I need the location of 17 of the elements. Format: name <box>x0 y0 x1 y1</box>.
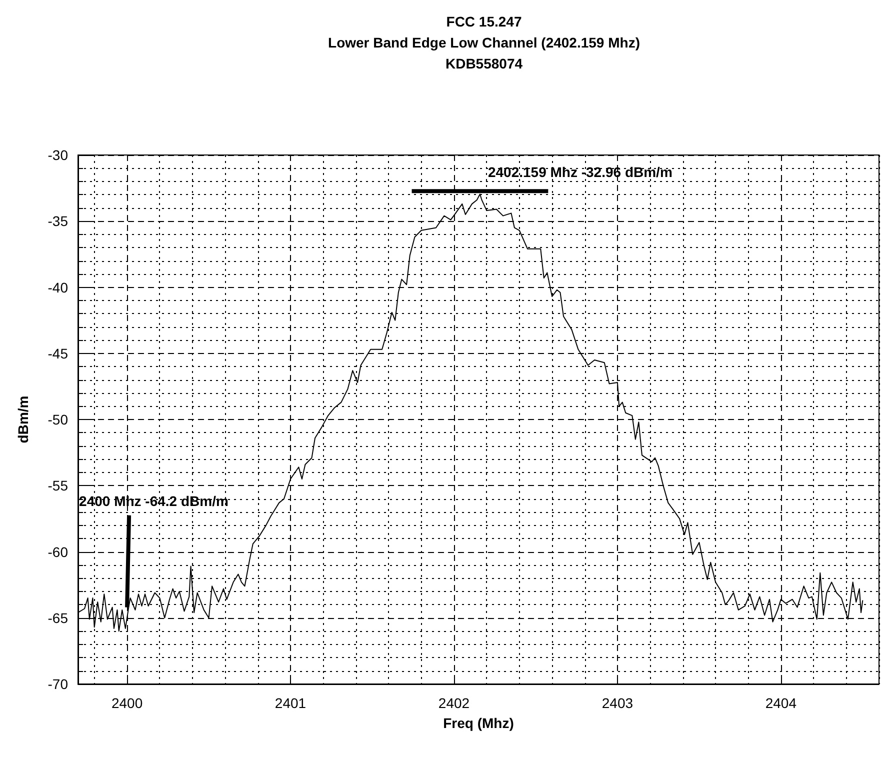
x-axis-title: Freq (Mhz) <box>443 715 514 731</box>
x-tick-label: 2400 <box>111 695 143 711</box>
y-tick-label: -60 <box>48 544 68 560</box>
x-tick-label: 2401 <box>274 695 306 711</box>
y-tick-label: -40 <box>48 279 68 296</box>
y-tick-label: -45 <box>48 345 68 362</box>
x-tick-label: 2404 <box>765 695 797 711</box>
x-tick-label: 2403 <box>602 695 634 711</box>
y-tick-label: -55 <box>48 478 68 494</box>
x-tick-label: 2402 <box>438 695 470 711</box>
y-tick-label: -70 <box>48 676 68 692</box>
y-axis-title: dBm/m <box>15 396 31 444</box>
y-tick-label: -65 <box>48 610 68 626</box>
y-tick-label: -30 <box>48 147 68 163</box>
y-tick-label: -50 <box>48 412 68 428</box>
y-tick-label: -35 <box>48 213 68 230</box>
chart-title: FCC 15.247 Lower Band Edge Low Channel (2402.159 Mhz) KDB558074 <box>328 14 640 72</box>
